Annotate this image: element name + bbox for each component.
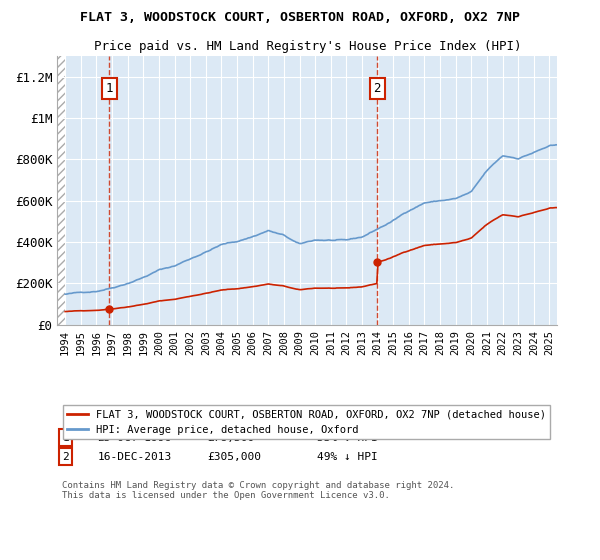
Text: 1: 1 <box>106 82 113 95</box>
Text: 49% ↓ HPI: 49% ↓ HPI <box>317 451 378 461</box>
Text: 2: 2 <box>62 451 69 461</box>
Text: 53% ↓ HPI: 53% ↓ HPI <box>317 433 378 443</box>
Text: Contains HM Land Registry data © Crown copyright and database right 2024.
This d: Contains HM Land Registry data © Crown c… <box>62 480 455 500</box>
Text: £78,500: £78,500 <box>208 433 254 443</box>
Text: FLAT 3, WOODSTOCK COURT, OSBERTON ROAD, OXFORD, OX2 7NP: FLAT 3, WOODSTOCK COURT, OSBERTON ROAD, … <box>80 11 520 24</box>
Title: Price paid vs. HM Land Registry's House Price Index (HPI): Price paid vs. HM Land Registry's House … <box>94 40 521 53</box>
Text: 16-DEC-2013: 16-DEC-2013 <box>97 451 172 461</box>
Text: £305,000: £305,000 <box>208 451 262 461</box>
Bar <box>58 56 65 325</box>
Legend: FLAT 3, WOODSTOCK COURT, OSBERTON ROAD, OXFORD, OX2 7NP (detached house), HPI: A: FLAT 3, WOODSTOCK COURT, OSBERTON ROAD, … <box>62 405 550 439</box>
Text: 2: 2 <box>373 82 381 95</box>
Text: 25-OCT-1996: 25-OCT-1996 <box>97 433 172 443</box>
Text: 1: 1 <box>62 433 69 443</box>
